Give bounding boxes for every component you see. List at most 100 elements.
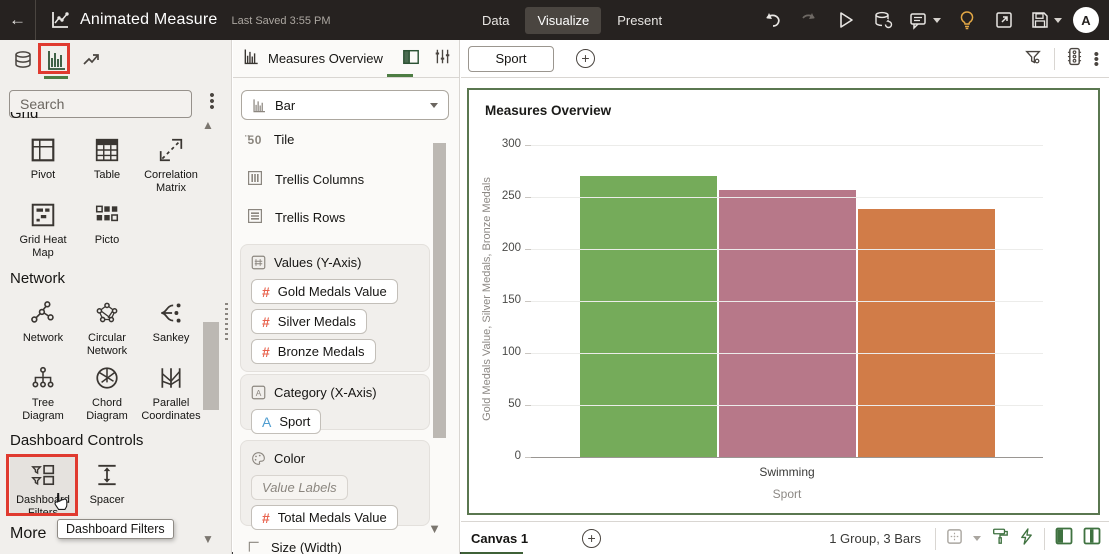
pill-gold-medals-value[interactable]: # Gold Medals Value [251, 279, 398, 304]
filter-chip-sport[interactable]: Sport [468, 45, 554, 72]
viz-type-parallel-coordinates[interactable]: Parallel Coordinates [138, 363, 204, 423]
gridline [531, 457, 1043, 458]
layout-grid-icon[interactable] [946, 528, 963, 550]
viz-type-tree-diagram[interactable]: Tree Diagram [10, 363, 76, 423]
measure-icon: # [262, 343, 270, 360]
panel-resize-handle[interactable] [225, 303, 228, 343]
pill-bronze-medals[interactable]: # Bronze Medals [251, 339, 376, 364]
correlation-matrix-icon [138, 135, 204, 165]
refresh-data-icon[interactable] [868, 5, 898, 35]
preview-play-icon[interactable] [831, 5, 861, 35]
open-in-window-icon[interactable] [989, 5, 1019, 35]
visualizations-tab-icon[interactable] [40, 45, 74, 75]
tab-visualize[interactable]: Visualize [525, 6, 602, 34]
visualizations-panel: Search • • • Grid ▲ Pivot Table Correlatio… [0, 40, 232, 554]
tree-diagram-icon [10, 363, 76, 393]
section-dashboard-controls: Dashboard Controls [10, 432, 144, 449]
viz-type-correlation-matrix[interactable]: Correlation Matrix [138, 135, 204, 195]
tick-mark [525, 197, 531, 198]
tab-present[interactable]: Present [617, 12, 663, 28]
add-canvas-icon[interactable]: + [582, 528, 602, 548]
network-icon [10, 298, 76, 328]
viz-type-spacer[interactable]: Spacer [74, 460, 140, 507]
pill-sport[interactable]: A Sport [251, 409, 322, 434]
scroll-more-icon[interactable]: ▼ [202, 532, 214, 546]
auto-insights-bolt-icon[interactable] [1019, 527, 1034, 550]
divider [935, 527, 936, 550]
drop-target-trellis-rows[interactable]: Trellis Rows [247, 208, 345, 227]
viz-type-chord-diagram[interactable]: Chord Diagram [74, 363, 140, 423]
viz-frame[interactable]: Measures Overview Gold Medals Value, Sil… [467, 88, 1100, 515]
search-input[interactable]: Search [9, 90, 192, 118]
category-x-axis-section: A Category (X-Axis) A Sport [240, 374, 430, 434]
tick-mark [525, 301, 531, 302]
viz-type-table[interactable]: Table [74, 135, 140, 182]
undo-icon[interactable] [757, 5, 787, 35]
data-settings-icon[interactable] [1067, 47, 1082, 71]
color-section-label: Color [274, 451, 306, 466]
add-filter-icon[interactable]: + [576, 49, 595, 68]
viz-type-selected: Bar [275, 97, 296, 113]
measure-box-icon [251, 255, 266, 270]
annotation-box-dashboard-filters [6, 454, 78, 516]
insights-bulb-icon[interactable] [952, 5, 982, 35]
grammar-tab-icon[interactable] [402, 48, 420, 71]
palette-icon [252, 452, 265, 465]
toggle-right-panel-icon[interactable] [1083, 527, 1101, 550]
trellis-rows-icon [247, 208, 263, 227]
analytics-tab-icon[interactable] [74, 45, 108, 75]
save-caret-icon [1053, 17, 1062, 23]
scroll-down-icon[interactable]: ▼ [428, 521, 441, 536]
viz-bar-icon [243, 48, 260, 70]
data-tab-icon[interactable] [6, 45, 40, 75]
save-menu-icon[interactable] [1026, 5, 1066, 35]
pill-total-medals-value[interactable]: # Total Medals Value [251, 505, 398, 530]
settings-sliders-icon[interactable] [434, 48, 451, 70]
measure-icon: # [262, 313, 270, 330]
canvas-tab-1[interactable]: Canvas 1 [461, 522, 542, 554]
pill-value-labels-placeholder[interactable]: Value Labels [251, 475, 348, 500]
tab-data[interactable]: Data [482, 12, 510, 28]
plot-area: 0 50 100 150 200 250 300 [502, 138, 1043, 462]
viz-type-picto[interactable]: Picto [74, 200, 140, 247]
collapse-grid-icon[interactable]: ▲ [202, 118, 214, 132]
canvas-menu-icon[interactable]: • • • [1093, 45, 1099, 73]
viz-type-network[interactable]: Network [10, 298, 76, 345]
back-button[interactable]: ← [0, 0, 36, 40]
grammar-panel-scrollbar[interactable] [433, 143, 446, 438]
mode-tabs: Data Visualize Present [470, 0, 674, 40]
avatar[interactable]: A [1073, 7, 1099, 33]
drop-target-trellis-columns[interactable]: Trellis Columns [247, 170, 364, 189]
bar-bronze-medals[interactable] [857, 209, 995, 457]
viz-type-circular-network[interactable]: Circular Network [74, 298, 140, 358]
toggle-left-panel-icon[interactable] [1055, 527, 1073, 550]
pill-silver-medals[interactable]: # Silver Medals [251, 309, 367, 334]
tooltip-dashboard-filters: Dashboard Filters [57, 519, 174, 539]
panel-menu-icon[interactable]: • • • [209, 87, 215, 116]
viz-type-pivot[interactable]: Pivot [10, 135, 76, 182]
workbook-logo-icon [50, 10, 70, 30]
drop-target-tile[interactable]: ̈50 Tile [247, 132, 295, 147]
size-width-section-label: Size (Width) [247, 540, 447, 554]
comments-menu-icon[interactable] [905, 5, 945, 35]
table-icon [74, 135, 140, 165]
bar-gold-medals-value[interactable] [579, 176, 717, 457]
attribute-icon: A [262, 413, 272, 430]
last-saved-status: Last Saved 3:55 PM [231, 15, 331, 27]
layout-caret-icon[interactable] [973, 536, 981, 541]
y-tick-label: 100 [501, 346, 521, 358]
spacer-icon [74, 460, 140, 490]
style-roller-icon[interactable] [991, 527, 1009, 550]
redo-icon[interactable] [794, 5, 824, 35]
viz-type-select[interactable]: Bar [241, 90, 449, 120]
y-tick-label: 250 [501, 190, 521, 202]
svg-text:A: A [256, 388, 262, 398]
bar-silver-medals[interactable] [718, 189, 856, 457]
filter-options-icon[interactable] [1024, 48, 1042, 71]
viz-type-sankey[interactable]: Sankey [138, 298, 204, 345]
y-tick-label: 150 [501, 294, 521, 306]
tile-icon: ̈50 [247, 132, 262, 147]
left-panel-scrollbar[interactable] [203, 322, 219, 410]
viz-type-grid-heat-map[interactable]: Grid Heat Map [10, 200, 76, 260]
